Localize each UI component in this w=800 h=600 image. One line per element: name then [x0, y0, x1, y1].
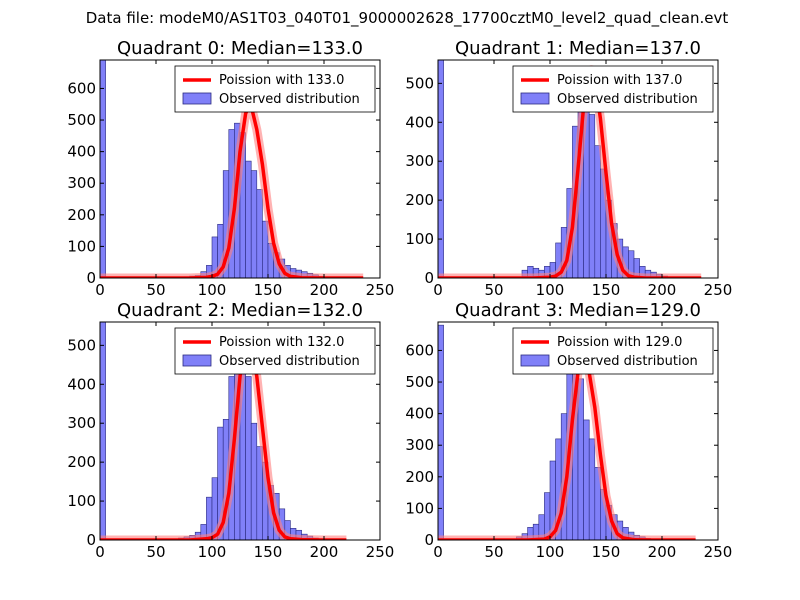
legend-curve-label: Poission with 137.0 — [557, 73, 682, 88]
x-tick-label: 100 — [536, 281, 565, 299]
x-tick-label: 250 — [704, 543, 733, 561]
histogram-bar — [588, 438, 596, 540]
histogram-bar-zero — [100, 322, 106, 540]
x-tick-label: 250 — [704, 281, 733, 299]
subplot-title: Quadrant 2: Median=132.0 — [117, 300, 363, 321]
y-tick-label: 600 — [405, 341, 434, 359]
x-tick-label: 0 — [433, 281, 443, 299]
subplot-quadrant-2: 0 50 100 150 200 250 0 100 200 300 400 500 Quadrant … — [67, 300, 394, 561]
y-tick-label: 300 — [405, 436, 434, 454]
legend-bar-label: Observed distribution — [219, 92, 360, 107]
histogram-bar — [250, 422, 258, 540]
y-tick-label: 500 — [405, 74, 434, 92]
legend-bar-swatch — [520, 92, 550, 105]
histogram-bar — [256, 446, 263, 540]
axes-frame — [99, 321, 381, 541]
x-tick-label: 200 — [310, 543, 339, 561]
y-tick-label: 400 — [405, 113, 434, 131]
y-tick-label: 100 — [405, 230, 434, 248]
y-tick-label: 200 — [405, 191, 434, 209]
subplot-quadrant-0: 0 50 100 150 200 250 0 100 200 300 400 500 600 Quadra… — [67, 38, 394, 299]
legend-curve-label: Poission with 132.0 — [219, 335, 344, 350]
x-tick-label: 100 — [198, 281, 227, 299]
y-tick-label: 200 — [67, 206, 96, 224]
y-tick-label: 600 — [67, 79, 96, 97]
x-tick-label: 250 — [366, 281, 395, 299]
legend: Poission with 129.0 Observed distribution — [512, 327, 714, 375]
subplot-quadrant-3: 0 50 100 150 200 250 0 100 200 300 400 500 600 Quadra… — [405, 300, 732, 561]
subplot-title: Quadrant 3: Median=129.0 — [455, 300, 701, 321]
y-tick-label: 100 — [67, 492, 96, 510]
subplot-title: Quadrant 1: Median=137.0 — [455, 38, 701, 59]
y-tick-label: 500 — [405, 373, 434, 391]
y-tick-label: 500 — [67, 336, 96, 354]
histogram-bar — [245, 160, 252, 278]
y-tick-label: 100 — [67, 237, 96, 255]
x-tick-label: 150 — [592, 281, 621, 299]
x-tick-label: 150 — [254, 543, 283, 561]
histogram-bar-zero — [438, 60, 444, 278]
histogram-bar-zero — [100, 60, 106, 278]
histogram-bar — [250, 170, 258, 278]
x-tick-label: 0 — [95, 543, 105, 561]
axes-frame — [437, 321, 719, 541]
y-tick-label: 300 — [405, 152, 434, 170]
x-tick-label: 50 — [484, 543, 503, 561]
x-tick-label: 250 — [366, 543, 395, 561]
y-tick-label: 300 — [67, 174, 96, 192]
y-tick-label: 100 — [405, 499, 434, 517]
x-tick-label: 200 — [648, 543, 677, 561]
y-tick-label: 200 — [405, 468, 434, 486]
x-tick-label: 150 — [254, 281, 283, 299]
y-tick-label: 0 — [424, 269, 434, 287]
x-tick-label: 200 — [310, 281, 339, 299]
legend-bar-label: Observed distribution — [219, 354, 360, 369]
x-tick-label: 0 — [433, 543, 443, 561]
x-tick-label: 200 — [648, 281, 677, 299]
y-tick-label: 400 — [67, 375, 96, 393]
histogram-bar — [588, 114, 596, 278]
histogram-bar — [594, 145, 601, 278]
x-tick-label: 50 — [484, 281, 503, 299]
subplot-quadrant-1: 0 50 100 150 200 250 0 100 200 300 400 500 Quadrant … — [405, 38, 732, 299]
subplot-grid: 0 50 100 150 200 2500100200300400500600Quadra… — [67, 38, 732, 561]
y-tick-label: 400 — [405, 405, 434, 423]
x-tick-label: 100 — [536, 543, 565, 561]
y-tick-label: 400 — [67, 143, 96, 161]
legend-bar-label: Observed distribution — [557, 92, 698, 107]
y-tick-label: 0 — [424, 531, 434, 549]
legend-bar-label: Observed distribution — [557, 354, 698, 369]
histogram-bar — [583, 419, 590, 540]
legend: Poission with 132.0 Observed distribution — [174, 327, 376, 375]
x-tick-label: 0 — [95, 281, 105, 299]
histogram-bar — [245, 376, 252, 540]
x-tick-label: 100 — [198, 543, 227, 561]
plot-area — [100, 322, 347, 540]
x-tick-label: 50 — [146, 543, 165, 561]
x-tick-label: 150 — [592, 543, 621, 561]
axes-frame — [437, 59, 719, 279]
histogram-bar — [256, 189, 263, 278]
legend: Poission with 133.0 Observed distribution — [174, 65, 376, 113]
histogram-bar-zero — [438, 324, 444, 540]
x-tick-label: 50 — [146, 281, 165, 299]
legend-curve-label: Poission with 129.0 — [557, 335, 682, 350]
legend-curve-label: Poission with 133.0 — [219, 73, 344, 88]
figure-suptitle: Data file: modeM0/AS1T03_040T01_90000026… — [86, 9, 729, 28]
legend-bar-swatch — [520, 354, 550, 367]
y-tick-label: 300 — [67, 414, 96, 432]
y-tick-label: 200 — [67, 453, 96, 471]
axes-frame — [99, 59, 381, 279]
legend-bar-swatch — [182, 92, 212, 105]
y-tick-label: 0 — [86, 269, 96, 287]
y-tick-label: 500 — [67, 111, 96, 129]
legend: Poission with 137.0 Observed distribution — [512, 65, 714, 113]
subplot-title: Quadrant 0: Median=133.0 — [117, 38, 363, 59]
legend-bar-swatch — [182, 354, 212, 367]
y-tick-label: 0 — [86, 531, 96, 549]
